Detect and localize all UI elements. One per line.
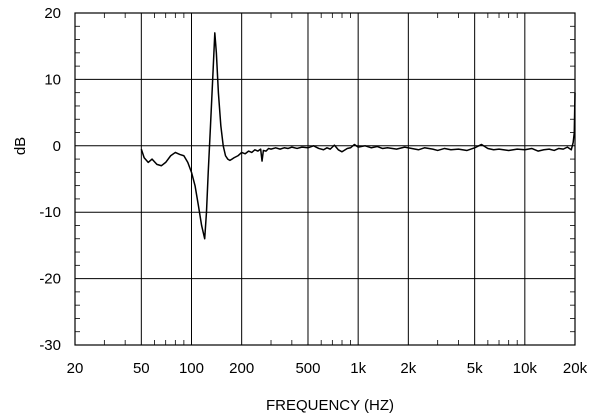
x-tick-label: 200 [229, 360, 254, 377]
x-tick-label: 100 [179, 360, 204, 377]
plot-frame [74, 12, 576, 346]
x-tick-label: 20 [67, 360, 84, 377]
y-tick-label: 0 [53, 138, 61, 155]
x-tick-label: 500 [295, 360, 320, 377]
y-axis-title: dB [12, 137, 29, 155]
y-tick-label: -20 [39, 271, 61, 288]
grid-layer [74, 12, 576, 346]
x-tick-label: 10k [513, 360, 538, 377]
x-tick-label: 20k [563, 360, 588, 377]
x-tick-label: 5k [467, 360, 483, 377]
x-tick-labels: 20 50 100 200 500 1k 2k 5k 10k 20k [67, 360, 588, 377]
response-line [140, 32, 576, 240]
y-tick-labels: 20 10 0 -10 -20 -30 [39, 5, 61, 354]
y-tick-label: 10 [44, 71, 61, 88]
y-tick-label: -10 [39, 204, 61, 221]
y-tick-label: -30 [39, 337, 61, 354]
x-tick-label: 1k [350, 360, 366, 377]
x-tick-label: 50 [133, 360, 150, 377]
x-axis-title: FREQUENCY (HZ) [266, 397, 394, 414]
x-tick-label: 2k [400, 360, 416, 377]
y-tick-label: 20 [44, 5, 61, 22]
